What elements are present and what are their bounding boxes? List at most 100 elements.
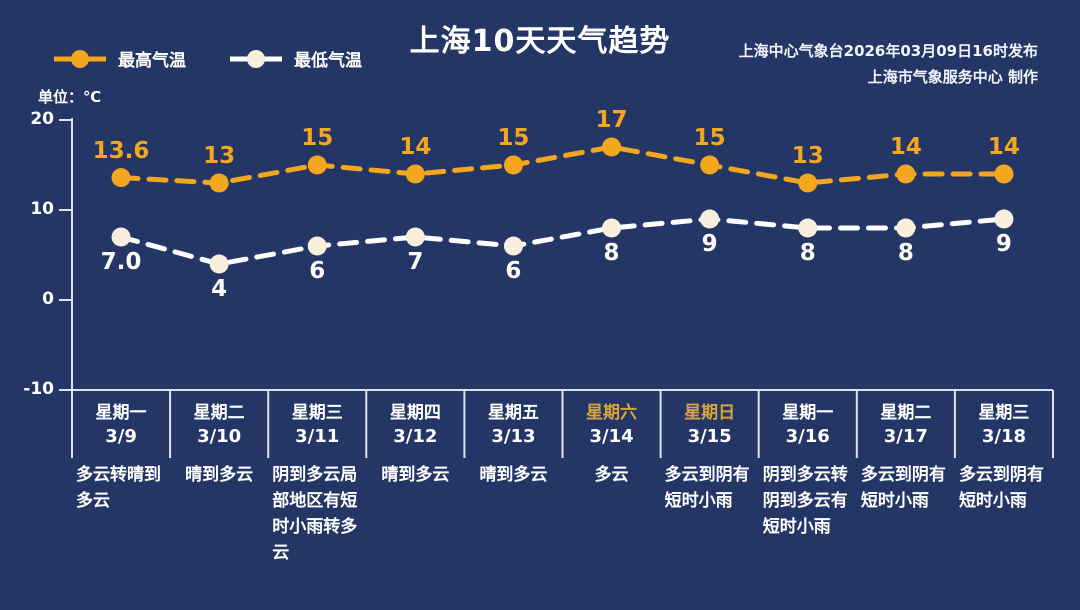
- high-temp-point: [602, 137, 622, 157]
- date-label: 3/10: [197, 426, 242, 447]
- weather-text-content: 多云到阴有短时小雨: [860, 465, 946, 511]
- weather-text: 多云到阴有短时小雨: [955, 462, 1053, 514]
- weekday-label: 星期二: [880, 403, 932, 423]
- weekday-label: 星期五: [487, 403, 539, 423]
- weather-text-content: 多云转晴到多云: [76, 465, 162, 511]
- high-temp-line: [118, 144, 1007, 186]
- high-temp-point: [896, 164, 916, 184]
- weather-text: 多云转晴到多云: [72, 462, 170, 514]
- low-temp-point: [503, 236, 523, 256]
- low-temp-line: [118, 216, 1007, 267]
- weather-text: 多云: [563, 462, 661, 488]
- weather-text: 晴到多云: [170, 462, 268, 488]
- low-temp-point: [896, 218, 916, 238]
- high-temp-point: [307, 155, 327, 175]
- high-temp-legend-marker-icon: [54, 49, 106, 68]
- low-temp-value: 6: [309, 258, 326, 284]
- weather-text: 多云到阴有短时小雨: [857, 462, 955, 514]
- weather-text: 晴到多云: [366, 462, 464, 488]
- weather-text-content: 晴到多云: [381, 465, 450, 485]
- date-label: 3/16: [785, 426, 830, 447]
- weather-text-content: 阴到多云局部地区有短时小雨转多云: [272, 465, 358, 563]
- high-temp-point: [994, 164, 1014, 184]
- weather-text: 多云到阴有短时小雨: [661, 462, 759, 514]
- high-temp-value: 15: [497, 125, 530, 151]
- weather-text-content: 晴到多云: [479, 465, 548, 485]
- low-temp-legend-marker-icon: [230, 49, 282, 68]
- low-temp-value: 8: [799, 240, 816, 266]
- high-temp-value: 17: [595, 107, 628, 133]
- low-temp-point: [602, 218, 622, 238]
- publisher-line2: 上海市气象服务中心 制作: [867, 68, 1038, 86]
- high-temp-value: 13: [791, 143, 824, 169]
- weekday-label: 星期一: [782, 403, 834, 423]
- high-temp-point: [209, 173, 229, 193]
- high-temp-value: 15: [301, 125, 334, 151]
- low-temp-value: 4: [211, 276, 228, 302]
- high-temp-point: [798, 173, 818, 193]
- weather-text: 阴到多云转阴到多云有短时小雨: [759, 462, 857, 540]
- date-label: 3/18: [981, 426, 1027, 447]
- date-label: 3/14: [589, 426, 634, 447]
- date-label: 3/11: [295, 426, 340, 447]
- low-temp-value: 8: [897, 240, 914, 266]
- weekday-label: 星期三: [978, 403, 1030, 423]
- weather-text: 阴到多云局部地区有短时小雨转多云: [268, 462, 366, 566]
- low-temp-point: [405, 227, 425, 247]
- weather-text-content: 多云: [594, 465, 629, 485]
- legend-high-label: 最高气温: [118, 51, 186, 71]
- date-label: 3/13: [491, 426, 536, 447]
- y-tick-label: 10: [30, 199, 54, 219]
- legend-item-low: 最低气温: [230, 46, 362, 71]
- weather-text-content: 晴到多云: [185, 465, 254, 485]
- weekday-label: 星期一: [95, 403, 147, 423]
- weekday-label: 星期六: [586, 403, 638, 423]
- chart-legend: 最高气温 最低气温: [54, 46, 362, 71]
- low-temp-value: 7: [407, 249, 424, 275]
- weather-text: 晴到多云: [464, 462, 562, 488]
- weather-text-content: 多云到阴有短时小雨: [664, 465, 750, 511]
- high-temp-value: 13.6: [92, 137, 150, 164]
- weather-text-content: 多云到阴有短时小雨: [958, 465, 1044, 511]
- high-temp-point: [503, 155, 523, 175]
- low-temp-value: 6: [505, 258, 522, 284]
- high-temp-point: [111, 168, 131, 188]
- y-tick-label: -10: [23, 379, 54, 399]
- y-tick-label: 20: [30, 109, 54, 129]
- page-title: 上海10天天气趋势: [409, 24, 671, 59]
- date-label: 3/12: [393, 426, 438, 447]
- date-label: 3/17: [883, 426, 928, 447]
- low-temp-point: [307, 236, 327, 256]
- date-label: 3/15: [687, 426, 732, 447]
- publisher-line1: 上海中心气象台2026年03月09日16时发布: [738, 42, 1038, 60]
- high-temp-value: 14: [987, 134, 1020, 160]
- high-temp-value: 14: [889, 134, 922, 160]
- low-temp-point: [994, 209, 1014, 229]
- weather-text-content: 阴到多云转阴到多云有短时小雨: [762, 465, 848, 537]
- high-temp-point: [405, 164, 425, 184]
- publisher-info: 上海中心气象台2026年03月09日16时发布 上海市气象服务中心 制作: [739, 38, 1038, 90]
- weekday-label: 星期三: [291, 403, 343, 423]
- date-label: 3/9: [105, 426, 137, 447]
- unit-label: 单位：℃: [38, 88, 102, 106]
- low-temp-point: [700, 209, 720, 229]
- low-temp-value: 9: [701, 231, 718, 257]
- low-temp-point: [798, 218, 818, 238]
- high-temp-value: 14: [399, 134, 432, 160]
- high-temp-value: 15: [693, 125, 726, 151]
- y-tick-label: 0: [42, 289, 54, 309]
- low-temp-value: 8: [603, 240, 620, 266]
- high-temp-value: 13: [203, 143, 236, 169]
- weekday-label: 星期四: [389, 403, 441, 423]
- low-temp-value: 9: [995, 231, 1012, 257]
- weekday-label: 星期日: [684, 403, 736, 423]
- weekday-label: 星期二: [193, 403, 245, 423]
- low-temp-point: [209, 254, 229, 274]
- high-temp-point: [700, 155, 720, 175]
- legend-low-label: 最低气温: [294, 51, 362, 71]
- low-temp-value: 7.0: [100, 249, 142, 275]
- low-temp-point: [111, 227, 131, 247]
- legend-item-high: 最高气温: [54, 46, 186, 71]
